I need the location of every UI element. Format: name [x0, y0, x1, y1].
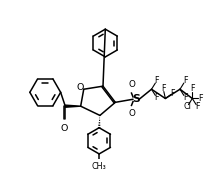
Text: Cl: Cl [183, 102, 191, 111]
Text: F: F [155, 93, 159, 102]
Text: F: F [198, 94, 203, 103]
Text: F: F [183, 76, 188, 85]
Text: O: O [128, 109, 135, 118]
Text: O: O [60, 124, 67, 133]
Text: F: F [190, 84, 194, 93]
Text: F: F [183, 93, 188, 102]
Text: F: F [161, 84, 165, 93]
Text: F: F [195, 102, 200, 111]
Text: O: O [76, 83, 83, 92]
Polygon shape [65, 105, 81, 107]
Text: O: O [128, 80, 135, 89]
Text: CH₃: CH₃ [92, 162, 107, 171]
Text: F: F [155, 76, 159, 85]
Text: S: S [132, 94, 140, 104]
Text: F: F [171, 89, 175, 98]
